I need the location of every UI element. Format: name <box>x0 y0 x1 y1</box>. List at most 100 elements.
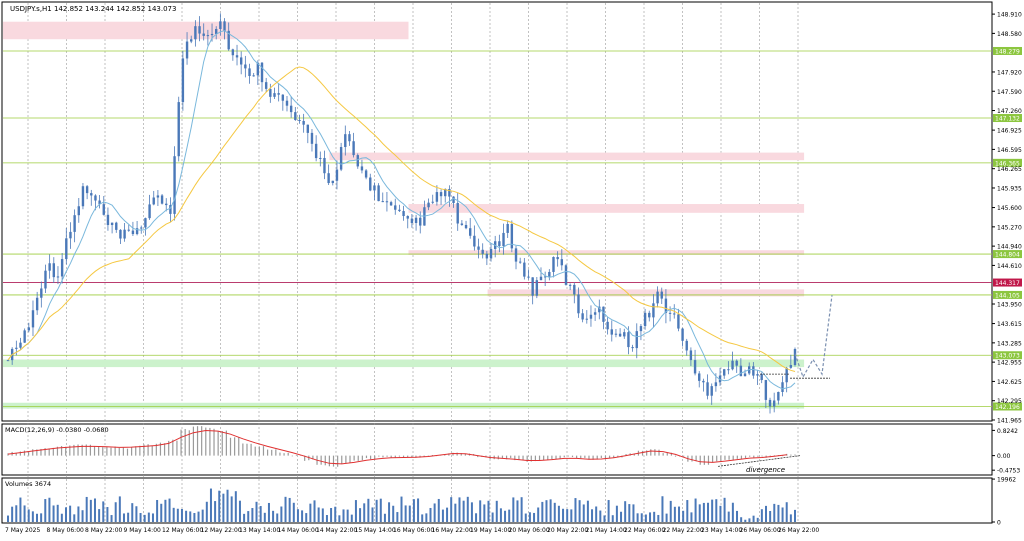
volume-bar <box>516 500 519 522</box>
volume-bar <box>665 513 668 522</box>
macd-bar <box>147 444 149 456</box>
macd-bar <box>518 455 520 460</box>
candle-body <box>444 188 447 197</box>
macd-bar <box>196 426 199 456</box>
level-badge <box>993 402 1022 411</box>
volume-bar <box>636 513 639 522</box>
macd-bar <box>444 454 446 456</box>
macd-bar <box>567 455 569 457</box>
macd-bar <box>452 452 454 456</box>
candle-body <box>231 49 235 56</box>
volume-bar <box>624 501 627 522</box>
candle-body <box>256 62 260 76</box>
volume-bar <box>640 513 643 522</box>
candle-body <box>65 238 68 260</box>
volume-bar <box>77 506 80 522</box>
candle-body <box>618 333 622 337</box>
macd-bar <box>617 455 619 458</box>
price-pane-frame <box>1 1 993 422</box>
volume-bar <box>102 501 105 522</box>
x-tick-label: 22 May 22:00 <box>663 527 704 534</box>
forecast-path <box>794 295 833 379</box>
candle-body <box>577 294 580 314</box>
volume-bar <box>69 505 72 522</box>
macd-bar <box>534 455 537 462</box>
y-tick-label: 142.295 <box>997 398 1022 405</box>
macd-bar <box>320 455 322 465</box>
macd-bar <box>184 428 186 456</box>
y-tick-label: 143.950 <box>997 301 1022 308</box>
volume-bar <box>151 513 154 522</box>
candle-body <box>398 209 401 212</box>
y-tick-label: 142.955 <box>997 360 1022 367</box>
volume-bar <box>197 511 200 522</box>
volume-bar <box>682 510 685 522</box>
candle-body <box>469 228 472 236</box>
volume-bar <box>189 511 192 522</box>
y-tick-label: 144.940 <box>997 244 1022 251</box>
candle-body <box>373 185 376 191</box>
candle-body <box>269 88 272 97</box>
y-tick-label: 148.910 <box>997 12 1022 19</box>
candle-body <box>427 202 430 208</box>
macd-bar <box>646 450 648 456</box>
volume-bar <box>499 508 502 522</box>
macd-bar <box>73 444 75 456</box>
volume-bar <box>321 508 324 522</box>
macd-bar <box>654 449 656 456</box>
volume-bar <box>85 496 88 522</box>
forecast <box>760 295 833 379</box>
macd-bar <box>246 443 248 456</box>
volume-bar <box>334 506 337 522</box>
volume-bar <box>371 507 374 522</box>
candle-body <box>331 180 334 184</box>
y-tick-label: 148.580 <box>997 31 1022 38</box>
volume-bar <box>653 511 656 522</box>
candle-body <box>656 291 659 304</box>
candle-body <box>77 206 80 216</box>
macd-bar <box>131 446 133 456</box>
candle-body <box>348 134 351 142</box>
volume-bar <box>40 513 43 522</box>
x-tick-label: 9 May 14:00 <box>124 527 162 534</box>
volume-bar <box>429 507 432 522</box>
volume-bar <box>760 509 763 522</box>
macd-bar <box>369 455 372 460</box>
volume-bar <box>392 505 395 522</box>
candle-body <box>6 360 10 362</box>
volume-bar <box>574 498 577 522</box>
macd-bar <box>44 448 46 456</box>
volume-bar <box>487 500 490 522</box>
macd-bar <box>761 455 763 457</box>
candle-body <box>177 102 180 157</box>
volume-bar <box>255 501 258 522</box>
candle-body <box>606 321 609 330</box>
candle-body <box>419 217 422 226</box>
volume-bar <box>562 508 565 522</box>
level-badge-label: 144.105 <box>995 292 1020 299</box>
macd-bar <box>201 426 203 456</box>
volume-bar <box>553 502 556 522</box>
candle-body <box>73 215 76 232</box>
candle-body <box>239 57 243 65</box>
macd-bar <box>790 454 792 456</box>
volume-bar <box>611 515 614 522</box>
volume-bar <box>466 496 469 522</box>
macd-bar <box>114 446 116 456</box>
volume-bar <box>383 513 386 522</box>
macd-bar <box>275 449 277 456</box>
candle-body <box>389 202 393 206</box>
macd-bar <box>794 454 796 456</box>
macd-bar <box>234 437 236 456</box>
candle-body <box>48 263 51 271</box>
volume-bar <box>698 504 701 522</box>
y-tick-label: 146.595 <box>997 147 1022 154</box>
macd-bar <box>666 452 668 456</box>
candle-body <box>244 64 247 69</box>
volume-bar <box>354 500 357 522</box>
zone-pink <box>487 289 805 297</box>
macd-bar <box>345 455 347 464</box>
macd-bar <box>415 455 417 458</box>
candle-body <box>273 93 276 97</box>
macd-bar <box>122 447 124 456</box>
